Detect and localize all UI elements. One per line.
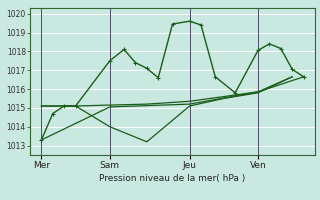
X-axis label: Pression niveau de la mer( hPa ): Pression niveau de la mer( hPa ) — [100, 174, 246, 183]
